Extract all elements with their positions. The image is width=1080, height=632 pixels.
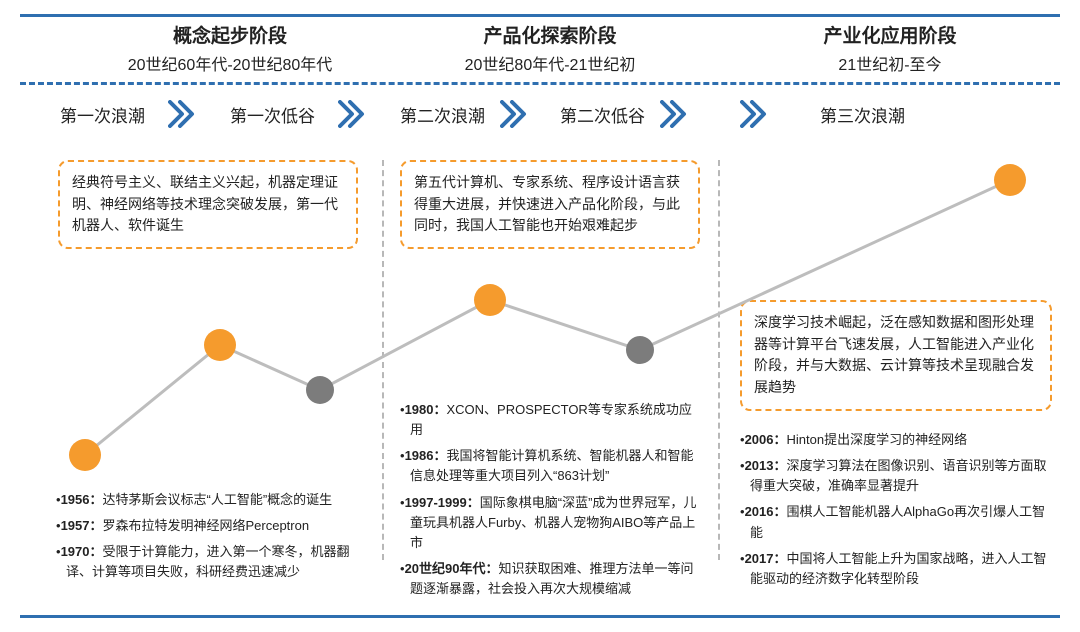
bullet-text: XCON、PROSPECTOR等专家系统成功应用 (410, 402, 692, 437)
bullet-year: 2013： (745, 458, 787, 473)
bullet-item: •2016：围棋人工智能机器人AlphaGo再次引爆人工智能 (740, 502, 1050, 542)
bullet-text: Hinton提出深度学习的神经网络 (786, 432, 967, 447)
bullet-text: 中国将人工智能上升为国家战略，进入人工智能驱动的经济数字化转型阶段 (750, 551, 1047, 586)
bullet-item: •1997-1999：国际象棋电脑“深蓝”成为世界冠军，儿童玩具机器人Furby… (400, 493, 700, 553)
bottom-rule (20, 615, 1060, 618)
bullet-item: •1986：我国将智能计算机系统、智能机器人和智能信息处理等重大项目列入“863… (400, 446, 700, 486)
bullet-year: 20世纪90年代： (405, 561, 499, 576)
wave-label-3: 第二次低谷 (560, 102, 645, 127)
timeline-point-0 (69, 439, 101, 471)
column-divider-1 (718, 160, 720, 560)
timeline-point-4 (626, 336, 654, 364)
timeline-point-3 (474, 284, 506, 316)
bullet-item: •1970：受限于计算能力，进入第一个寒冬，机器翻译、计算等项目失败，科研经费迅… (56, 542, 366, 582)
phase-header-0: 概念起步阶段20世纪60年代-20世纪80年代 (90, 26, 370, 75)
bullet-item: •2006：Hinton提出深度学习的神经网络 (740, 430, 1050, 450)
timeline-point-2 (306, 376, 334, 404)
bullet-item: •2017：中国将人工智能上升为国家战略，进入人工智能驱动的经济数字化转型阶段 (740, 549, 1050, 589)
bullet-item: •1980：XCON、PROSPECTOR等专家系统成功应用 (400, 400, 700, 440)
chevron-right-icon (660, 100, 694, 128)
chevron-right-icon (338, 100, 372, 128)
bullet-year: 2017： (745, 551, 787, 566)
bullet-item: •2013：深度学习算法在图像识别、语音识别等方面取得重大突破，准确率显著提升 (740, 456, 1050, 496)
bullet-year: 1957： (61, 518, 103, 533)
bullet-year: 1997-1999： (405, 495, 480, 510)
phase-subtitle: 20世纪80年代-21世纪初 (420, 51, 680, 75)
bullet-year: 2006： (745, 432, 787, 447)
bullet-year: 2016： (745, 504, 787, 519)
top-rule (20, 14, 1060, 17)
phase-subtitle: 21世纪初-至今 (760, 51, 1020, 75)
column-divider-0 (382, 160, 384, 560)
bullet-year: 1970： (61, 544, 103, 559)
bullet-group-2: •2006：Hinton提出深度学习的神经网络 •2013：深度学习算法在图像识别… (740, 430, 1050, 595)
bullet-text: 罗森布拉特发明神经网络Perceptron (102, 518, 309, 533)
bullet-text: 受限于计算能力，进入第一个寒冬，机器翻译、计算等项目失败，科研经费迅速减少 (66, 544, 350, 579)
bullet-year: 1980： (405, 402, 447, 417)
bullet-text: 达特茅斯会议标志“人工智能”概念的诞生 (102, 492, 332, 507)
timeline-point-5 (994, 164, 1026, 196)
phase-subtitle: 20世纪60年代-20世纪80年代 (90, 51, 370, 75)
bullet-text: 我国将智能计算机系统、智能机器人和智能信息处理等重大项目列入“863计划” (410, 448, 694, 483)
timeline-point-1 (204, 329, 236, 361)
phase-title: 产品化探索阶段 (420, 26, 680, 49)
chevron-right-icon (168, 100, 202, 128)
wave-label-2: 第二次浪潮 (400, 102, 485, 127)
phase-separator-line (20, 82, 1060, 85)
wave-label-1: 第一次低谷 (230, 102, 315, 127)
chevron-right-icon (740, 100, 774, 128)
chevron-right-icon (500, 100, 534, 128)
bullet-group-0: •1956：达特茅斯会议标志“人工智能”概念的诞生 •1957：罗森布拉特发明神经… (56, 490, 366, 589)
description-box-2: 深度学习技术崛起，泛在感知数据和图形处理器等计算平台飞速发展，人工智能进入产业化… (740, 300, 1052, 411)
description-box-1: 第五代计算机、专家系统、程序设计语言获得重大进展，并快速进入产品化阶段，与此同时… (400, 160, 700, 249)
phase-title: 概念起步阶段 (90, 26, 370, 49)
bullet-group-1: •1980：XCON、PROSPECTOR等专家系统成功应用 •1986：我国将智… (400, 400, 700, 605)
bullet-year: 1956： (61, 492, 103, 507)
bullet-item: •1957：罗森布拉特发明神经网络Perceptron (56, 516, 366, 536)
bullet-item: •20世纪90年代：知识获取困难、推理方法单一等问题逐渐暴露，社会投入再次大规模… (400, 559, 700, 599)
wave-label-4: 第三次浪潮 (820, 102, 905, 127)
bullet-text: 围棋人工智能机器人AlphaGo再次引爆人工智能 (750, 504, 1045, 539)
phase-header-2: 产业化应用阶段21世纪初-至今 (760, 26, 1020, 75)
bullet-text: 深度学习算法在图像识别、语音识别等方面取得重大突破，准确率显著提升 (750, 458, 1047, 493)
wave-label-0: 第一次浪潮 (60, 102, 145, 127)
description-box-0: 经典符号主义、联结主义兴起，机器定理证明、神经网络等技术理念突破发展，第一代机器… (58, 160, 358, 249)
bullet-year: 1986： (405, 448, 447, 463)
phase-header-1: 产品化探索阶段20世纪80年代-21世纪初 (420, 26, 680, 75)
bullet-item: •1956：达特茅斯会议标志“人工智能”概念的诞生 (56, 490, 366, 510)
phase-title: 产业化应用阶段 (760, 26, 1020, 49)
